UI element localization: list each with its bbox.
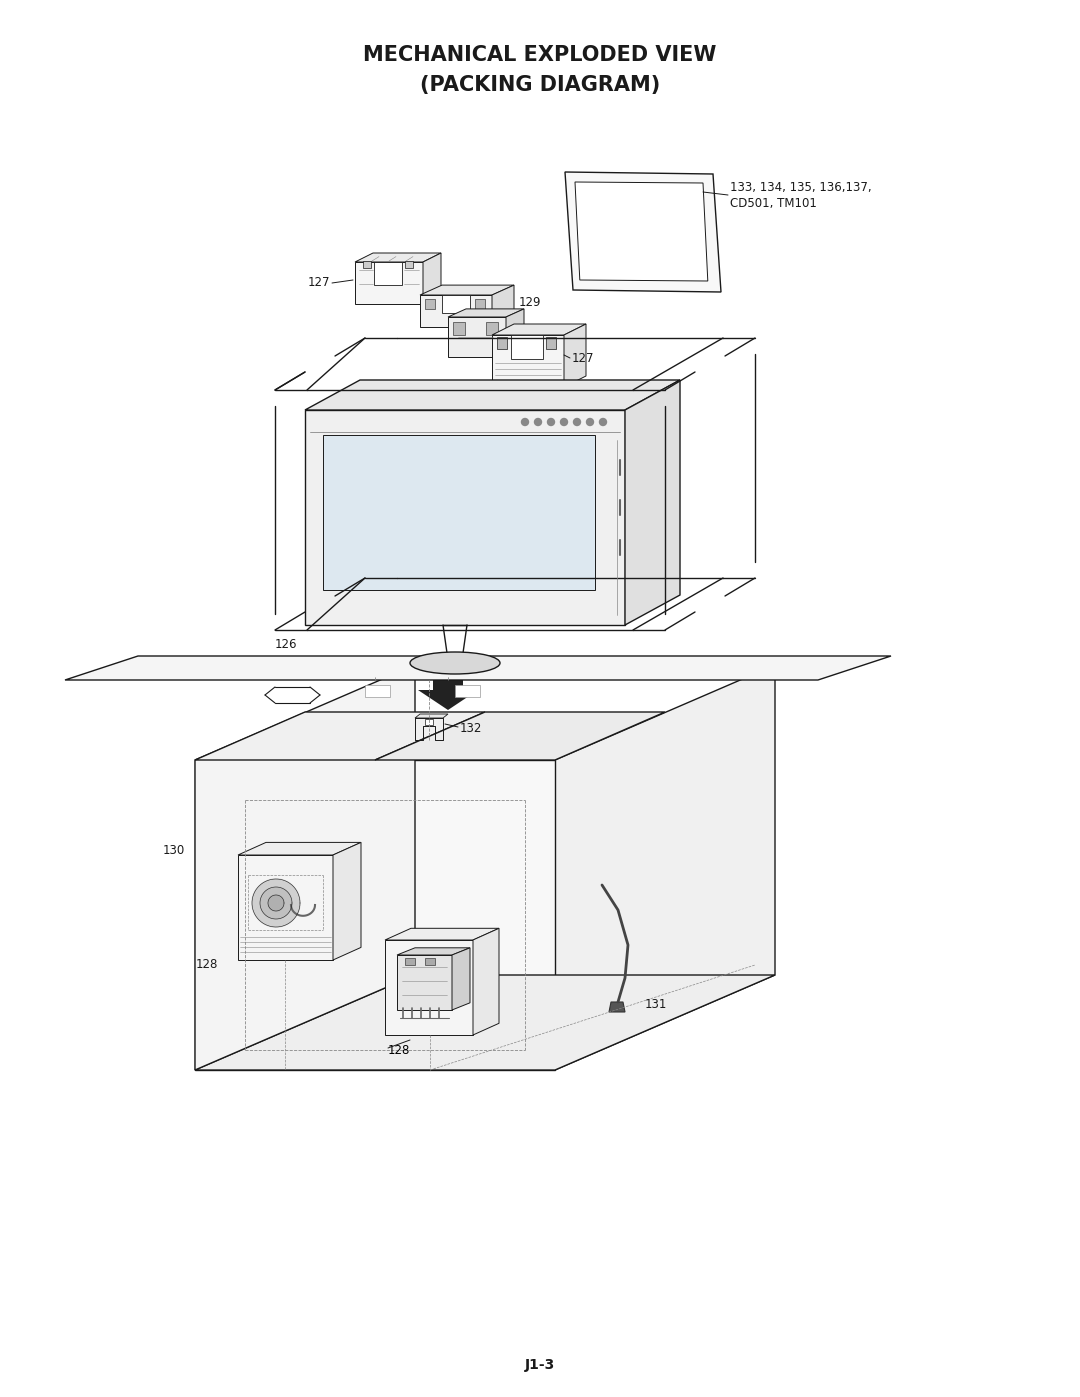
Polygon shape [492,285,514,327]
Polygon shape [420,285,514,295]
Text: 131: 131 [645,999,667,1011]
Polygon shape [405,958,415,965]
Polygon shape [374,263,402,285]
Text: 128: 128 [195,958,218,971]
Polygon shape [426,958,435,965]
Polygon shape [384,940,473,1035]
Circle shape [586,419,594,426]
Polygon shape [405,261,413,268]
Polygon shape [268,895,284,911]
Polygon shape [497,337,507,349]
Polygon shape [355,253,441,263]
Circle shape [535,419,541,426]
Polygon shape [252,879,300,928]
Polygon shape [426,719,433,725]
Text: (PACKING DIAGRAM): (PACKING DIAGRAM) [420,75,660,95]
Polygon shape [365,685,390,697]
Polygon shape [305,409,625,624]
Polygon shape [384,928,499,940]
Polygon shape [426,299,435,309]
Polygon shape [433,659,463,690]
Text: 128: 128 [388,1044,410,1056]
Polygon shape [492,324,586,335]
Polygon shape [363,261,372,268]
Text: MECHANICAL EXPLODED VIEW: MECHANICAL EXPLODED VIEW [363,45,717,66]
Polygon shape [492,335,564,387]
Polygon shape [475,299,485,309]
Polygon shape [195,760,555,1070]
Polygon shape [546,337,556,349]
Polygon shape [375,712,665,760]
Polygon shape [564,324,586,387]
Polygon shape [195,665,415,1070]
Polygon shape [65,657,891,680]
Polygon shape [455,685,480,697]
Polygon shape [323,434,595,590]
Polygon shape [511,335,543,359]
Polygon shape [453,947,470,1010]
Polygon shape [333,842,361,960]
Polygon shape [453,321,465,335]
Text: J1-3: J1-3 [525,1358,555,1372]
Circle shape [573,419,581,426]
Polygon shape [565,172,721,292]
Text: 126: 126 [275,638,297,651]
Polygon shape [420,295,492,327]
Polygon shape [507,309,524,358]
Polygon shape [238,855,333,960]
Text: 133, 134, 135, 136,137,: 133, 134, 135, 136,137, [730,182,872,194]
Text: 132: 132 [460,721,483,735]
Polygon shape [625,380,680,624]
Polygon shape [442,295,470,313]
Circle shape [599,419,607,426]
Polygon shape [260,887,292,919]
Circle shape [522,419,528,426]
Text: CD501, TM101: CD501, TM101 [730,197,816,211]
Polygon shape [415,714,448,718]
Polygon shape [473,928,499,1035]
Polygon shape [195,712,485,760]
Text: 127: 127 [308,277,330,289]
Polygon shape [355,263,423,305]
Ellipse shape [410,652,500,673]
Polygon shape [486,321,498,335]
Polygon shape [305,380,680,409]
Circle shape [561,419,567,426]
Polygon shape [555,665,775,1070]
Polygon shape [418,690,478,710]
Polygon shape [397,956,453,1010]
Polygon shape [609,1002,625,1011]
Text: 129: 129 [519,296,541,310]
Polygon shape [397,947,470,956]
Circle shape [548,419,554,426]
Polygon shape [448,309,524,317]
Polygon shape [195,975,775,1070]
Polygon shape [238,842,361,855]
Text: 127: 127 [572,352,594,365]
Polygon shape [575,182,707,281]
Polygon shape [423,253,441,305]
Text: 130: 130 [163,844,185,856]
Polygon shape [448,317,507,358]
